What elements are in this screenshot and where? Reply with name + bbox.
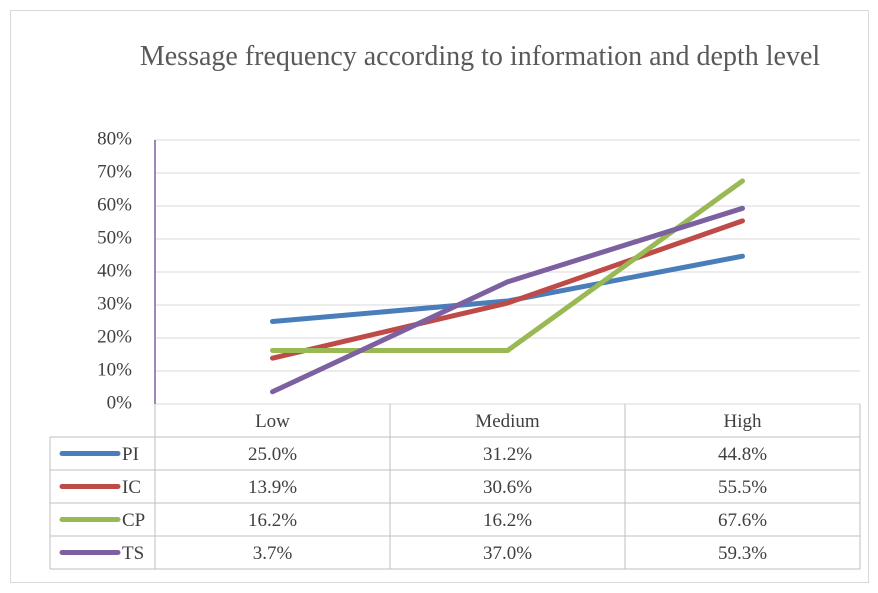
legend-label: PI bbox=[122, 444, 139, 465]
series-line bbox=[270, 178, 745, 354]
y-tick-label: 50% bbox=[97, 227, 132, 248]
y-tick-label: 70% bbox=[97, 161, 132, 182]
y-tick-label: 30% bbox=[97, 293, 132, 314]
table-value: 55.5% bbox=[718, 477, 767, 498]
y-tick-label: 60% bbox=[97, 194, 132, 215]
table-value: 3.7% bbox=[253, 543, 293, 564]
table-value: 13.9% bbox=[248, 477, 297, 498]
chart-border bbox=[10, 10, 869, 583]
table-value: 67.6% bbox=[718, 510, 767, 531]
y-tick-label: 10% bbox=[97, 359, 132, 380]
series-line bbox=[270, 218, 745, 361]
series-line bbox=[270, 253, 745, 324]
x-tick-label: Medium bbox=[475, 411, 540, 432]
table-value: 30.6% bbox=[483, 477, 532, 498]
table-value: 31.2% bbox=[483, 444, 532, 465]
table-value: 25.0% bbox=[248, 444, 297, 465]
y-tick-label: 40% bbox=[97, 260, 132, 281]
x-tick-label: Low bbox=[255, 411, 290, 432]
y-tick-label: 0% bbox=[107, 392, 133, 413]
chart-title: Message frequency according to informati… bbox=[139, 41, 821, 72]
x-tick-label: High bbox=[724, 411, 763, 432]
series-line bbox=[270, 205, 745, 395]
legend-label: IC bbox=[122, 477, 141, 498]
table-value: 16.2% bbox=[248, 510, 297, 531]
table-value: 59.3% bbox=[718, 543, 767, 564]
y-tick-label: 80% bbox=[97, 128, 132, 149]
table-value: 16.2% bbox=[483, 510, 532, 531]
legend-label: CP bbox=[122, 510, 145, 531]
legend-label: TS bbox=[122, 543, 144, 564]
y-tick-label: 20% bbox=[97, 326, 132, 347]
table-value: 37.0% bbox=[483, 543, 532, 564]
table-value: 44.8% bbox=[718, 444, 767, 465]
